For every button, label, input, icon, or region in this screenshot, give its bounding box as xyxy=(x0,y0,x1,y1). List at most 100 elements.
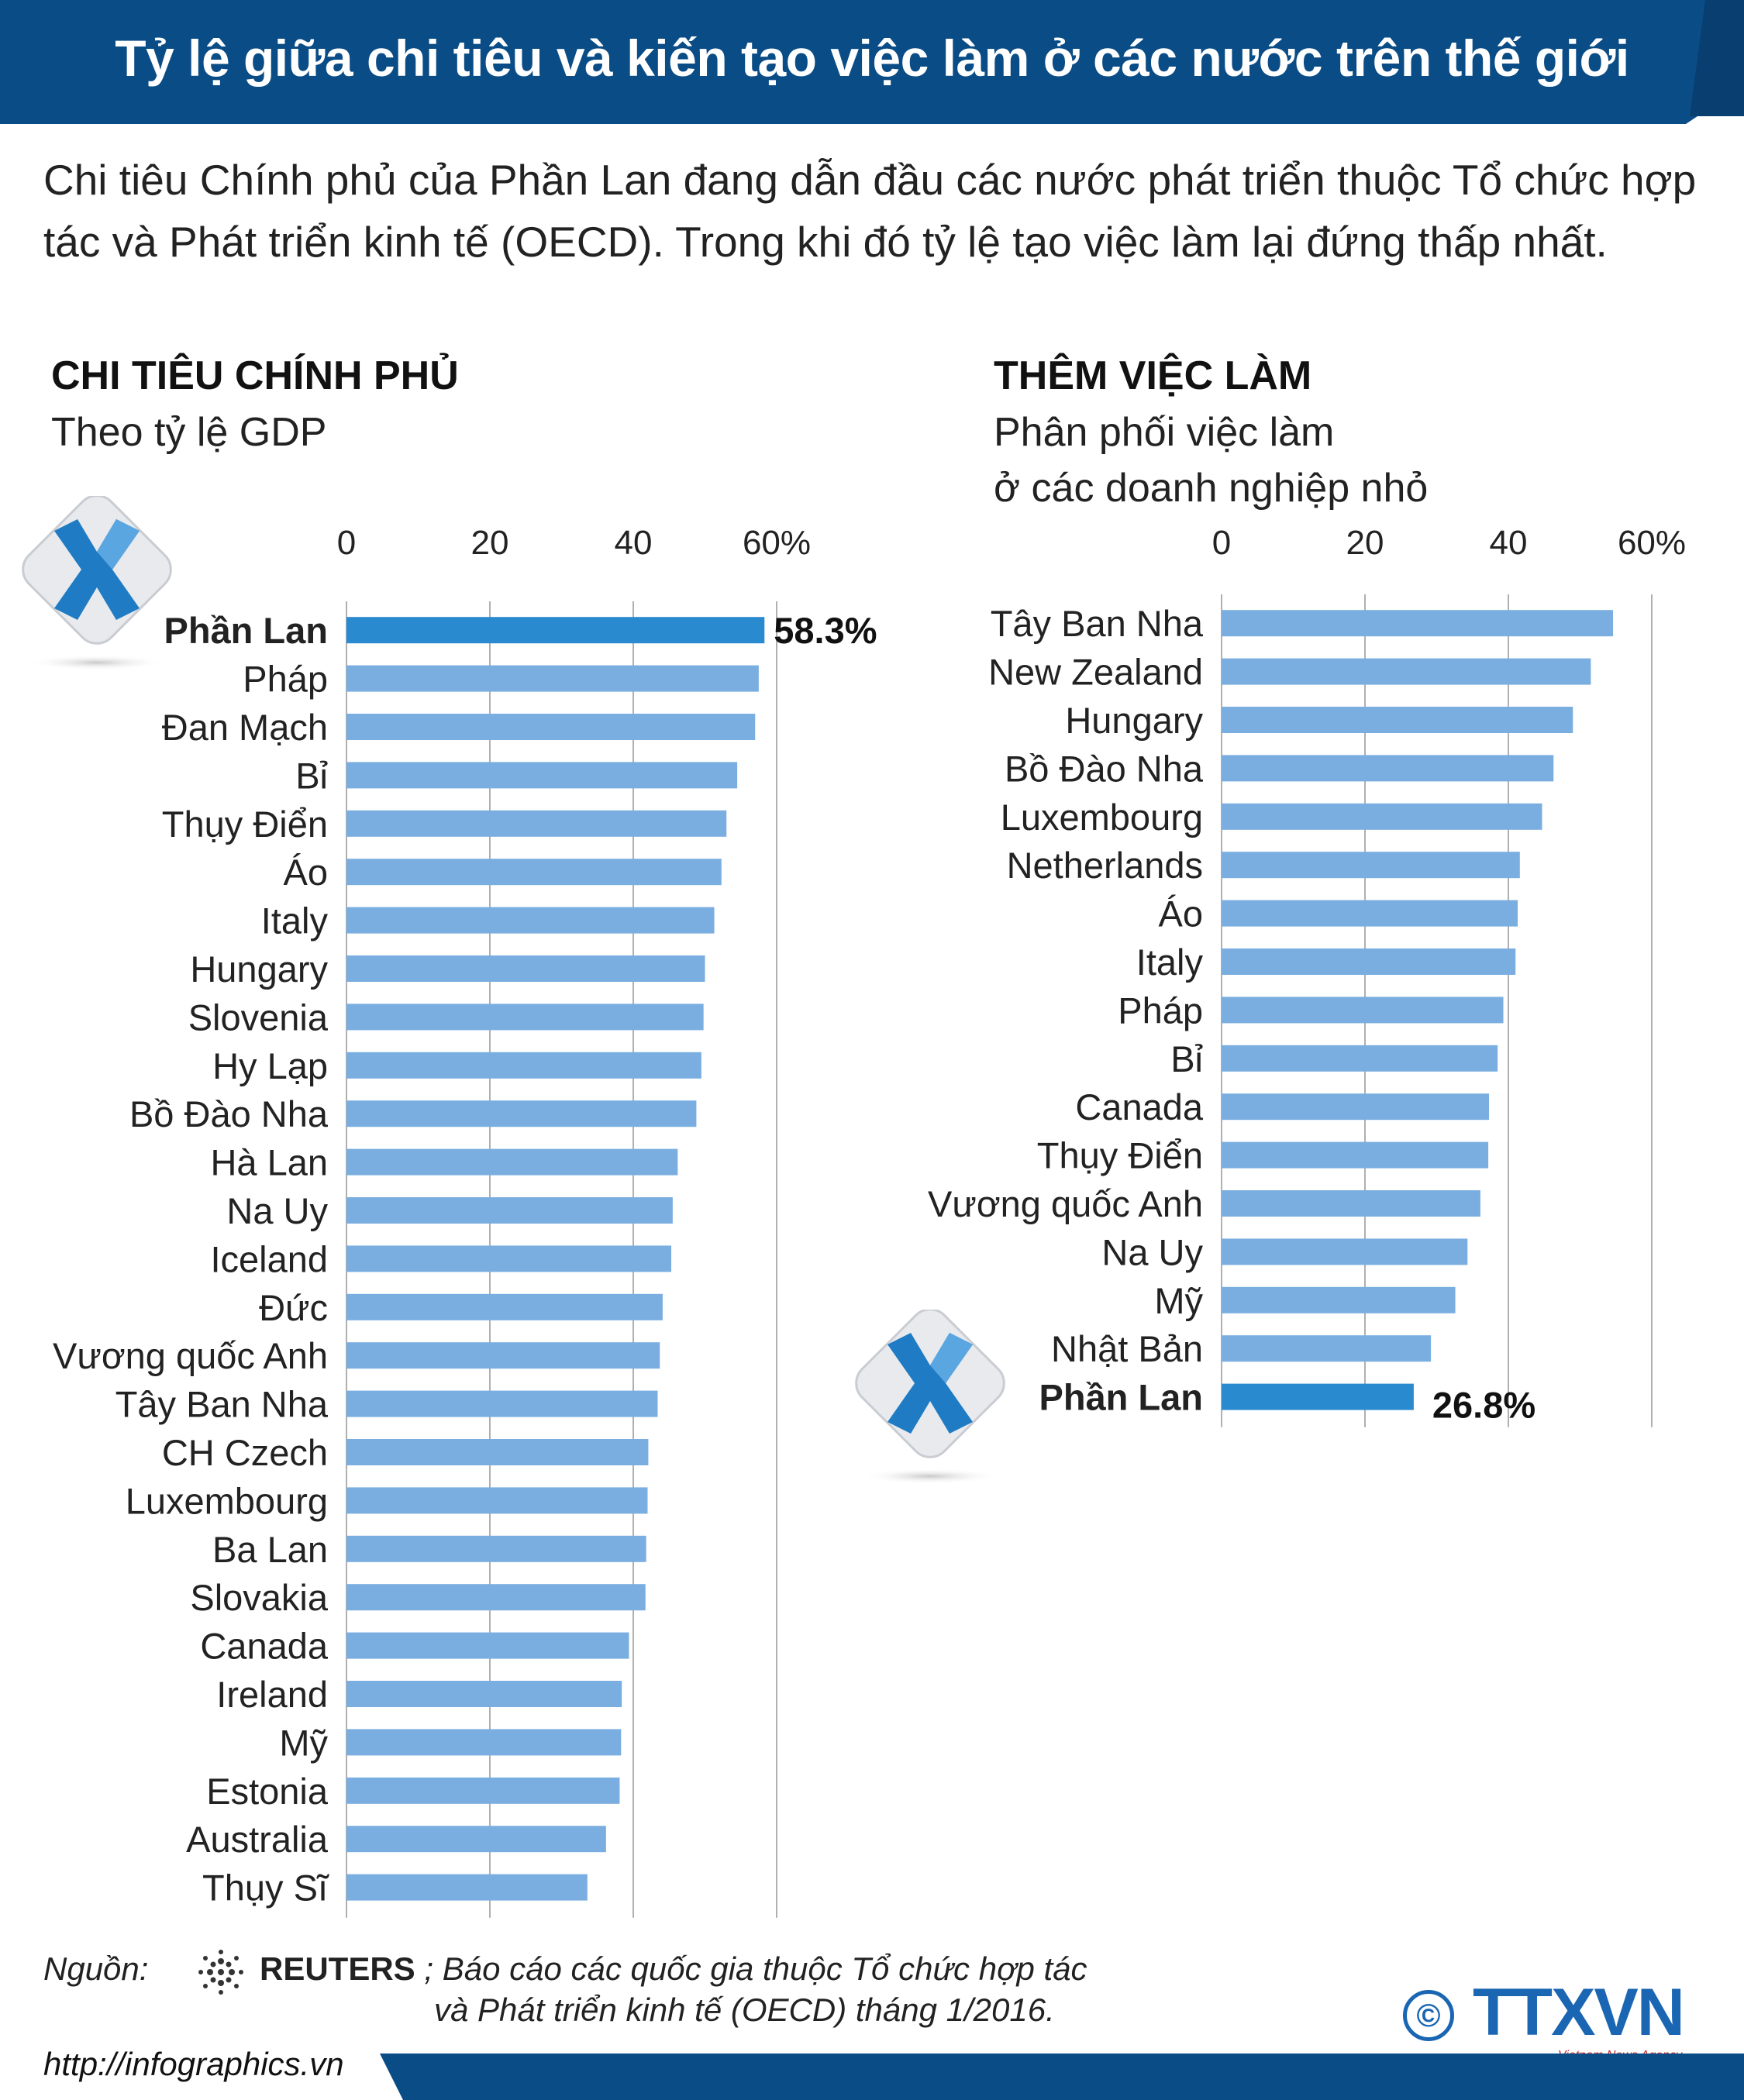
category-label: Bỉ xyxy=(295,755,328,796)
bar xyxy=(346,1826,606,1853)
header-banner: Tỷ lệ giữa chi tiêu và kiến tạo việc làm… xyxy=(0,0,1744,124)
bar xyxy=(346,1245,672,1272)
category-label: New Zealand xyxy=(988,652,1203,693)
x-logo-icon xyxy=(22,496,172,670)
bar xyxy=(1222,1190,1480,1217)
bar xyxy=(1222,755,1554,782)
source-label: Nguồn: xyxy=(43,1950,149,1987)
right-section-subtitle-2: ở các doanh nghiệp nhỏ xyxy=(994,466,1429,511)
bar xyxy=(346,617,765,644)
bar xyxy=(1222,948,1516,975)
bar xyxy=(346,1681,622,1707)
category-label: Nhật Bản xyxy=(1051,1328,1203,1369)
bar xyxy=(346,1342,660,1369)
bar xyxy=(1222,1141,1489,1169)
source-line2: và Phát triển kinh tế (OECD) tháng 1/201… xyxy=(434,1992,1055,2028)
chart-jobs: 0 20 40 60% Tây Ban Nha New Zealand Hungary Bồ … xyxy=(928,524,1686,1427)
category-label: Tây Ban Nha xyxy=(115,1384,329,1425)
bar xyxy=(346,1584,646,1611)
bar xyxy=(346,1197,673,1224)
bar xyxy=(1222,1045,1498,1072)
category-label: Canada xyxy=(1075,1086,1203,1127)
category-label: Bồ Đào Nha xyxy=(1005,748,1204,789)
bar xyxy=(1222,900,1518,927)
right-section-title: THÊM VIỆC LÀM xyxy=(994,353,1312,398)
intro-text: Chi tiêu Chính phủ của Phần Lan đang dẫn… xyxy=(43,156,1697,266)
category-label: Đức xyxy=(259,1287,328,1328)
x-tick-label: 40 xyxy=(1490,524,1528,562)
category-label: Mỹ xyxy=(1154,1280,1203,1321)
category-label: Luxembourg xyxy=(1001,797,1203,838)
category-label: Na Uy xyxy=(226,1190,328,1231)
x-tick-label: 0 xyxy=(1212,524,1231,562)
x-logo-icon xyxy=(855,1310,1005,1484)
source-text: REUTERS ; Báo cáo các quốc gia thuộc Tổ … xyxy=(260,1947,1087,1992)
category-label: Pháp xyxy=(1118,990,1203,1031)
category-label: Bỉ xyxy=(1170,1038,1203,1079)
category-label: Na Uy xyxy=(1101,1231,1203,1272)
banner-shape xyxy=(0,0,1744,124)
category-label: Hungary xyxy=(190,948,328,990)
x-tick-label: 60% xyxy=(743,524,811,562)
bar xyxy=(346,1052,701,1079)
bar xyxy=(1222,852,1520,879)
bar xyxy=(346,714,756,740)
category-label: Áo xyxy=(1159,893,1204,935)
bar xyxy=(346,1293,663,1320)
bar xyxy=(346,1632,629,1659)
data-label: 58.3% xyxy=(774,610,877,651)
category-label: Phần Lan xyxy=(1039,1377,1203,1418)
category-label: Đan Mạch xyxy=(162,707,328,748)
chart-government-spending: 0 20 40 60% Phần Lan 58.3% Pháp Đan Mạch Bỉ Thụy … xyxy=(53,524,877,1918)
bar xyxy=(346,1439,649,1465)
bar xyxy=(346,762,738,789)
category-label: Slovakia xyxy=(190,1577,329,1618)
ttxvn-logo: TTXVN xyxy=(1473,1975,1685,2050)
category-label: Ireland xyxy=(216,1674,328,1715)
bar xyxy=(346,1777,620,1804)
bar xyxy=(346,1004,704,1031)
x-tick-label: 60% xyxy=(1618,524,1686,562)
bar xyxy=(1222,1335,1432,1362)
copyright-icon: © xyxy=(1403,1990,1454,2041)
x-tick-label: 0 xyxy=(337,524,356,562)
bar xyxy=(1222,997,1504,1024)
category-label: Italy xyxy=(1136,942,1204,983)
bar xyxy=(346,1535,646,1562)
bar xyxy=(1222,1238,1468,1265)
category-label: Thụy Sĩ xyxy=(202,1868,329,1909)
data-label: 26.8% xyxy=(1432,1385,1535,1426)
bar xyxy=(346,859,722,886)
footer-url[interactable]: http://infographics.vn xyxy=(43,2046,344,2082)
category-label: Iceland xyxy=(210,1238,328,1279)
bar xyxy=(346,1148,678,1176)
category-label: Hy Lạp xyxy=(212,1045,328,1086)
category-label: Slovenia xyxy=(188,997,329,1038)
footer-source: Nguồn: xyxy=(43,1947,1284,1992)
bar xyxy=(1222,803,1542,830)
x-tick-label: 20 xyxy=(1346,524,1384,562)
page-title: Tỷ lệ giữa chi tiêu và kiến tạo việc làm… xyxy=(115,29,1629,87)
category-label: Mỹ xyxy=(279,1722,328,1763)
category-label: Australia xyxy=(186,1819,329,1860)
category-label: Tây Ban Nha xyxy=(991,603,1204,644)
reuters-logo-icon xyxy=(198,1950,243,1995)
x-tick-label: 40 xyxy=(615,524,653,562)
category-label: Thụy Điển xyxy=(162,804,328,845)
reuters-label: REUTERS xyxy=(260,1950,415,1987)
category-label: Luxembourg xyxy=(126,1480,328,1521)
right-section-subtitle-1: Phân phối việc làm xyxy=(994,410,1335,455)
category-label: CH Czech xyxy=(162,1432,328,1473)
bar xyxy=(346,665,759,692)
category-label: Vương quốc Anh xyxy=(928,1183,1203,1224)
bar xyxy=(346,1729,622,1756)
bar xyxy=(1222,1093,1490,1121)
category-label: Phần Lan xyxy=(164,610,328,651)
bottom-bar xyxy=(0,2036,1744,2100)
bar xyxy=(346,1874,588,1901)
bar xyxy=(1222,658,1591,685)
category-label: Netherlands xyxy=(1007,845,1203,886)
category-label: Bồ Đào Nha xyxy=(129,1093,329,1134)
bar xyxy=(346,810,727,837)
left-section-subtitle: Theo tỷ lệ GDP xyxy=(51,410,327,455)
